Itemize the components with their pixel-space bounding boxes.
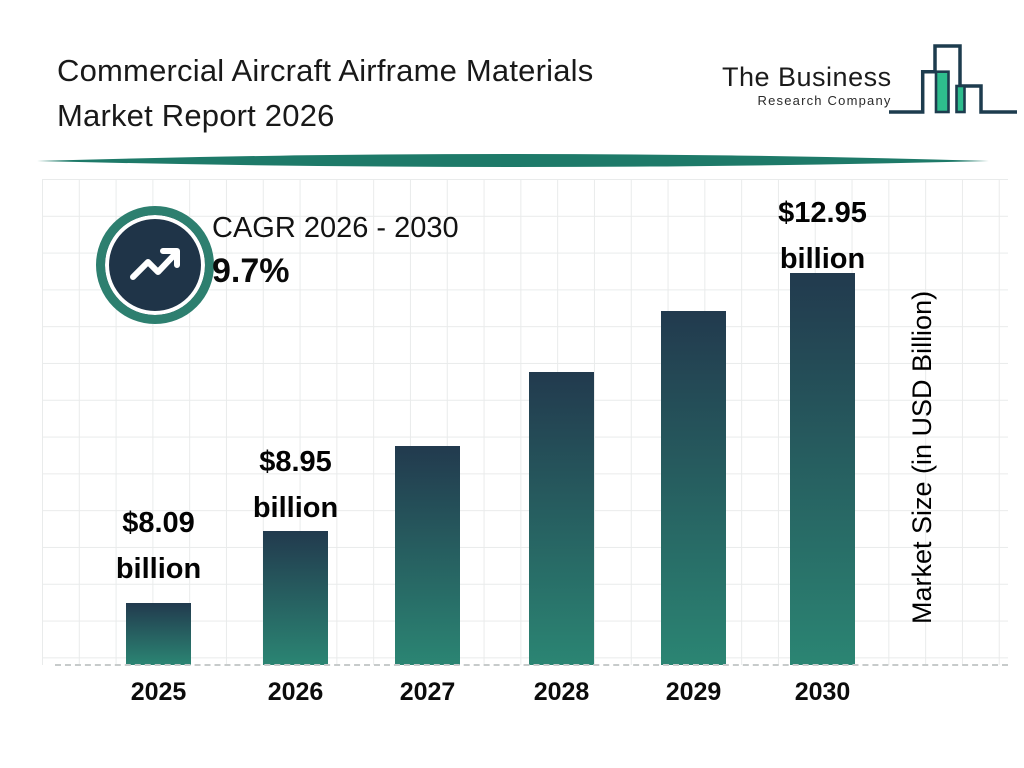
brand-logo: The Business Research Company <box>722 40 1021 118</box>
trending-up-icon <box>130 248 180 280</box>
brand-name-bottom: Research Company <box>757 93 892 108</box>
cagr-badge <box>96 206 214 324</box>
bar-2030 <box>790 273 855 665</box>
x-tick-label-2025: 2025 <box>130 678 187 706</box>
x-tick-label-2030: 2030 <box>794 678 851 706</box>
divider-line <box>37 154 989 167</box>
y-axis-label: Market Size (in USD Billion) <box>907 290 937 624</box>
x-axis-baseline <box>55 664 1008 666</box>
brand-name-top: The Business <box>722 62 892 92</box>
x-tick-label-2027: 2027 <box>399 678 456 706</box>
bar-2028 <box>529 372 594 665</box>
bar-2027 <box>395 446 460 665</box>
cagr-period-label: CAGR 2026 - 2030 <box>212 212 459 244</box>
brand-name: The Business Research Company <box>722 62 892 108</box>
bar-chart-skyline-icon <box>888 44 1017 114</box>
x-tick-label-2026: 2026 <box>267 678 324 706</box>
bar-2029 <box>661 311 726 665</box>
value-label-2030: $12.95 billion <box>778 197 867 275</box>
x-tick-label-2029: 2029 <box>665 678 722 706</box>
x-tick-label-2028: 2028 <box>533 678 590 706</box>
bar-2025 <box>126 603 191 665</box>
page-title: Commercial Aircraft Airframe Materials M… <box>57 53 594 133</box>
bar-2026 <box>263 531 328 665</box>
value-label-2026: $8.95 billion <box>252 446 339 524</box>
cagr-value: 9.7% <box>212 252 290 290</box>
value-label-2025: $8.09 billion <box>115 507 202 585</box>
